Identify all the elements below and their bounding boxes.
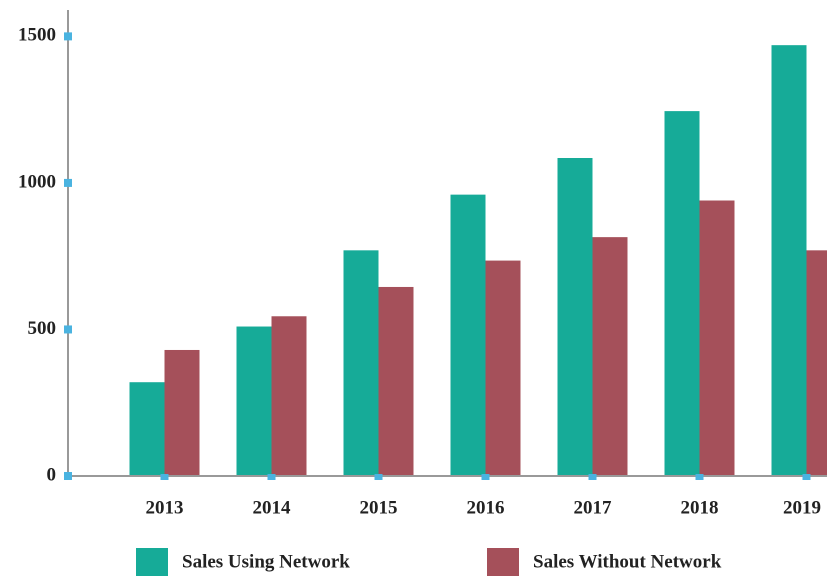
x-tick-mark [160, 474, 169, 480]
bar [771, 45, 807, 477]
x-tick-mark [374, 474, 383, 480]
x-tick-mark [588, 474, 597, 480]
bar [378, 286, 414, 476]
bar [806, 250, 827, 476]
x-tick-label: 2019 [783, 497, 821, 518]
x-tick-label: 2015 [360, 497, 398, 518]
bar [129, 382, 165, 476]
bar [343, 250, 379, 476]
bar [557, 158, 593, 476]
y-tick-mark [64, 178, 72, 187]
y-tick-label: 0 [47, 464, 57, 485]
y-tick-mark [64, 472, 72, 480]
x-tick-mark [802, 474, 811, 480]
bar [271, 316, 307, 476]
x-tick-label: 2014 [253, 497, 292, 518]
legend-swatch [136, 548, 168, 576]
y-tick-mark [64, 32, 72, 41]
bar [485, 260, 521, 476]
x-tick-label: 2016 [467, 497, 505, 518]
x-tick-mark [267, 474, 276, 480]
y-tick-mark [64, 325, 72, 334]
x-tick-mark [695, 474, 704, 480]
plot [129, 45, 827, 477]
bar [664, 111, 700, 476]
bar [450, 194, 486, 476]
bar [164, 349, 200, 476]
legend-swatch [487, 548, 519, 576]
bar [592, 237, 628, 476]
y-tick-label: 500 [28, 318, 57, 339]
x-tick-mark [481, 474, 490, 480]
legend-label: Sales Without Network [533, 551, 722, 572]
y-tick-label: 1000 [18, 171, 56, 192]
legend-label: Sales Using Network [182, 551, 350, 572]
bar [236, 326, 272, 476]
x-tick-label: 2018 [681, 497, 719, 518]
x-tick-label: 2017 [574, 497, 613, 518]
bar [699, 200, 735, 476]
x-tick-label: 2013 [146, 497, 184, 518]
y-tick-label: 1500 [18, 25, 56, 46]
